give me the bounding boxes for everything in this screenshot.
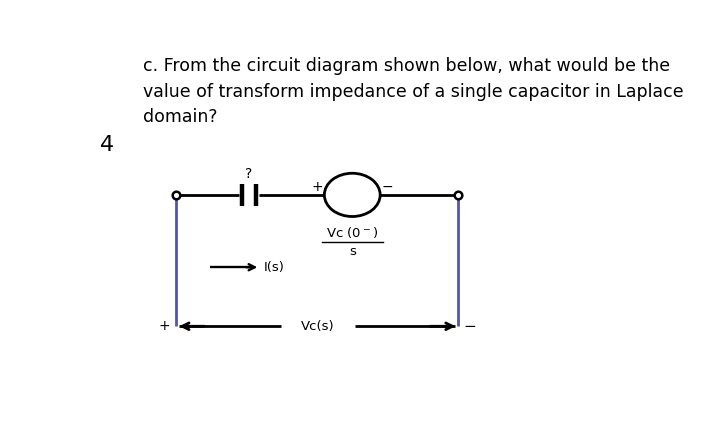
Text: s: s [348, 245, 356, 258]
Text: −: − [463, 319, 476, 334]
Text: −: − [381, 180, 392, 194]
Text: +: + [312, 180, 323, 194]
Text: I(s): I(s) [264, 261, 285, 274]
Text: +: + [158, 319, 170, 333]
Text: c. From the circuit diagram shown below, what would be the
value of transform im: c. From the circuit diagram shown below,… [143, 57, 683, 126]
Text: Vc(s): Vc(s) [300, 320, 334, 333]
Text: ?: ? [246, 167, 253, 181]
Text: Vc (0$^-$): Vc (0$^-$) [326, 225, 378, 240]
Text: 4: 4 [100, 135, 114, 155]
